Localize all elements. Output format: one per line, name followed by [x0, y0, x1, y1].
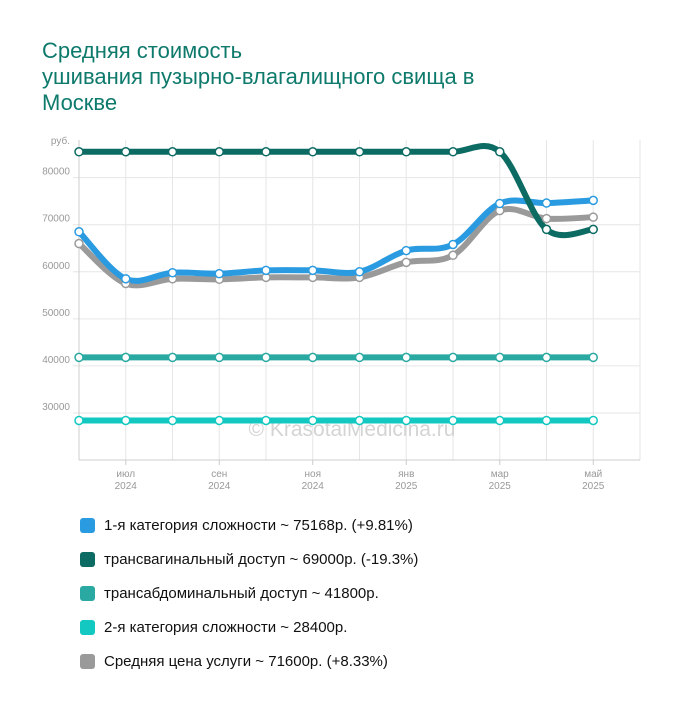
chart-title-line: Средняя стоимость — [42, 38, 243, 63]
data-point — [121, 352, 131, 363]
data-point — [588, 212, 598, 222]
x-tick-year: 2024 — [302, 481, 325, 492]
data-point — [214, 352, 224, 363]
y-tick-label: 50000 — [42, 308, 70, 319]
x-tick-label: янв — [398, 469, 414, 480]
data-point — [541, 224, 552, 235]
data-point — [167, 267, 178, 278]
data-point — [401, 352, 411, 363]
data-point — [214, 415, 224, 426]
data-point — [495, 147, 505, 157]
data-point — [448, 250, 458, 261]
x-tick-year: 2024 — [208, 481, 231, 492]
data-point — [261, 415, 271, 426]
y-tick-label: 70000 — [42, 214, 70, 225]
legend-swatch — [80, 653, 95, 669]
legend-item[interactable]: 1-я категория сложности ~ 75168р. (+9.81… — [80, 508, 418, 542]
x-tick-label: июл — [116, 469, 135, 480]
data-point — [588, 195, 598, 206]
legend: 1-я категория сложности ~ 75168р. (+9.81… — [80, 508, 418, 678]
legend-swatch — [80, 551, 95, 567]
data-point — [167, 415, 178, 426]
data-point — [308, 415, 318, 426]
legend-swatch — [80, 517, 95, 533]
data-point — [588, 224, 598, 235]
data-point — [214, 147, 224, 157]
data-point — [588, 415, 598, 426]
x-tick-label: май — [584, 469, 602, 480]
legend-label: 1-я категория сложности ~ 75168р. (+9.81… — [104, 516, 413, 534]
data-point — [401, 147, 411, 157]
data-point — [74, 227, 84, 237]
data-point — [354, 267, 365, 277]
data-point — [214, 268, 224, 279]
data-point — [167, 352, 178, 363]
x-tick-label: мар — [491, 469, 509, 480]
data-point — [308, 352, 318, 363]
data-point — [261, 352, 271, 363]
x-tick-label: ноя — [305, 469, 322, 480]
chart-title-line: ушивания пузырно-влагалищного свища в — [42, 64, 475, 89]
data-point — [74, 238, 84, 249]
y-unit-label: руб. — [51, 135, 70, 147]
data-point — [308, 265, 318, 276]
series-line — [76, 143, 597, 239]
data-point — [74, 147, 84, 157]
data-point — [354, 147, 365, 157]
y-tick-label: 60000 — [42, 261, 70, 272]
chart-title: Средняя стоимость ушивания пузырно-влага… — [42, 38, 602, 116]
legend-item[interactable]: Средняя цена услуги ~ 71600р. (+8.33%) — [80, 644, 418, 678]
series-lines — [76, 143, 597, 424]
legend-label: 2-я категория сложности ~ 28400р. — [104, 618, 348, 636]
data-point — [541, 213, 552, 224]
data-point — [401, 415, 411, 426]
data-point — [448, 352, 458, 363]
x-tick-year: 2024 — [115, 481, 138, 492]
data-point — [74, 415, 84, 426]
legend-label: трансабдоминальный доступ ~ 41800р. — [104, 584, 379, 602]
x-tick-year: 2025 — [582, 481, 605, 492]
data-points — [74, 147, 598, 426]
data-point — [401, 257, 411, 268]
data-point — [541, 415, 552, 426]
legend-swatch — [80, 619, 95, 635]
data-point — [261, 147, 271, 157]
y-tick-label: 30000 — [42, 402, 70, 413]
chart-title-line: Москве — [42, 90, 118, 115]
data-point — [448, 147, 458, 157]
legend-item[interactable]: трансабдоминальный доступ ~ 41800р. — [80, 576, 418, 610]
data-point — [541, 352, 552, 363]
y-tick-label: 80000 — [42, 167, 70, 178]
data-point — [121, 147, 131, 157]
data-point — [541, 198, 552, 208]
x-tick-year: 2025 — [395, 481, 418, 492]
x-tick-label: сен — [211, 469, 227, 480]
data-point — [448, 239, 458, 250]
y-tick-label: 40000 — [42, 355, 70, 366]
data-point — [495, 415, 505, 426]
legend-label: Средняя цена услуги ~ 71600р. (+8.33%) — [104, 652, 388, 670]
data-point — [495, 352, 505, 363]
legend-item[interactable]: 2-я категория сложности ~ 28400р. — [80, 610, 418, 644]
legend-label: трансвагинальный доступ ~ 69000р. (-19.3… — [104, 550, 419, 568]
data-point — [495, 198, 505, 209]
data-point — [261, 265, 271, 276]
data-point — [588, 352, 598, 363]
data-point — [121, 415, 131, 426]
data-point — [121, 274, 131, 284]
data-point — [308, 147, 318, 157]
x-tick-year: 2025 — [489, 481, 512, 492]
legend-swatch — [80, 585, 95, 601]
data-point — [448, 415, 458, 426]
legend-item[interactable]: трансвагинальный доступ ~ 69000р. (-19.3… — [80, 542, 418, 576]
data-point — [401, 245, 411, 256]
data-point — [74, 352, 84, 363]
data-point — [354, 415, 365, 426]
data-point — [354, 352, 365, 363]
data-point — [167, 147, 178, 157]
